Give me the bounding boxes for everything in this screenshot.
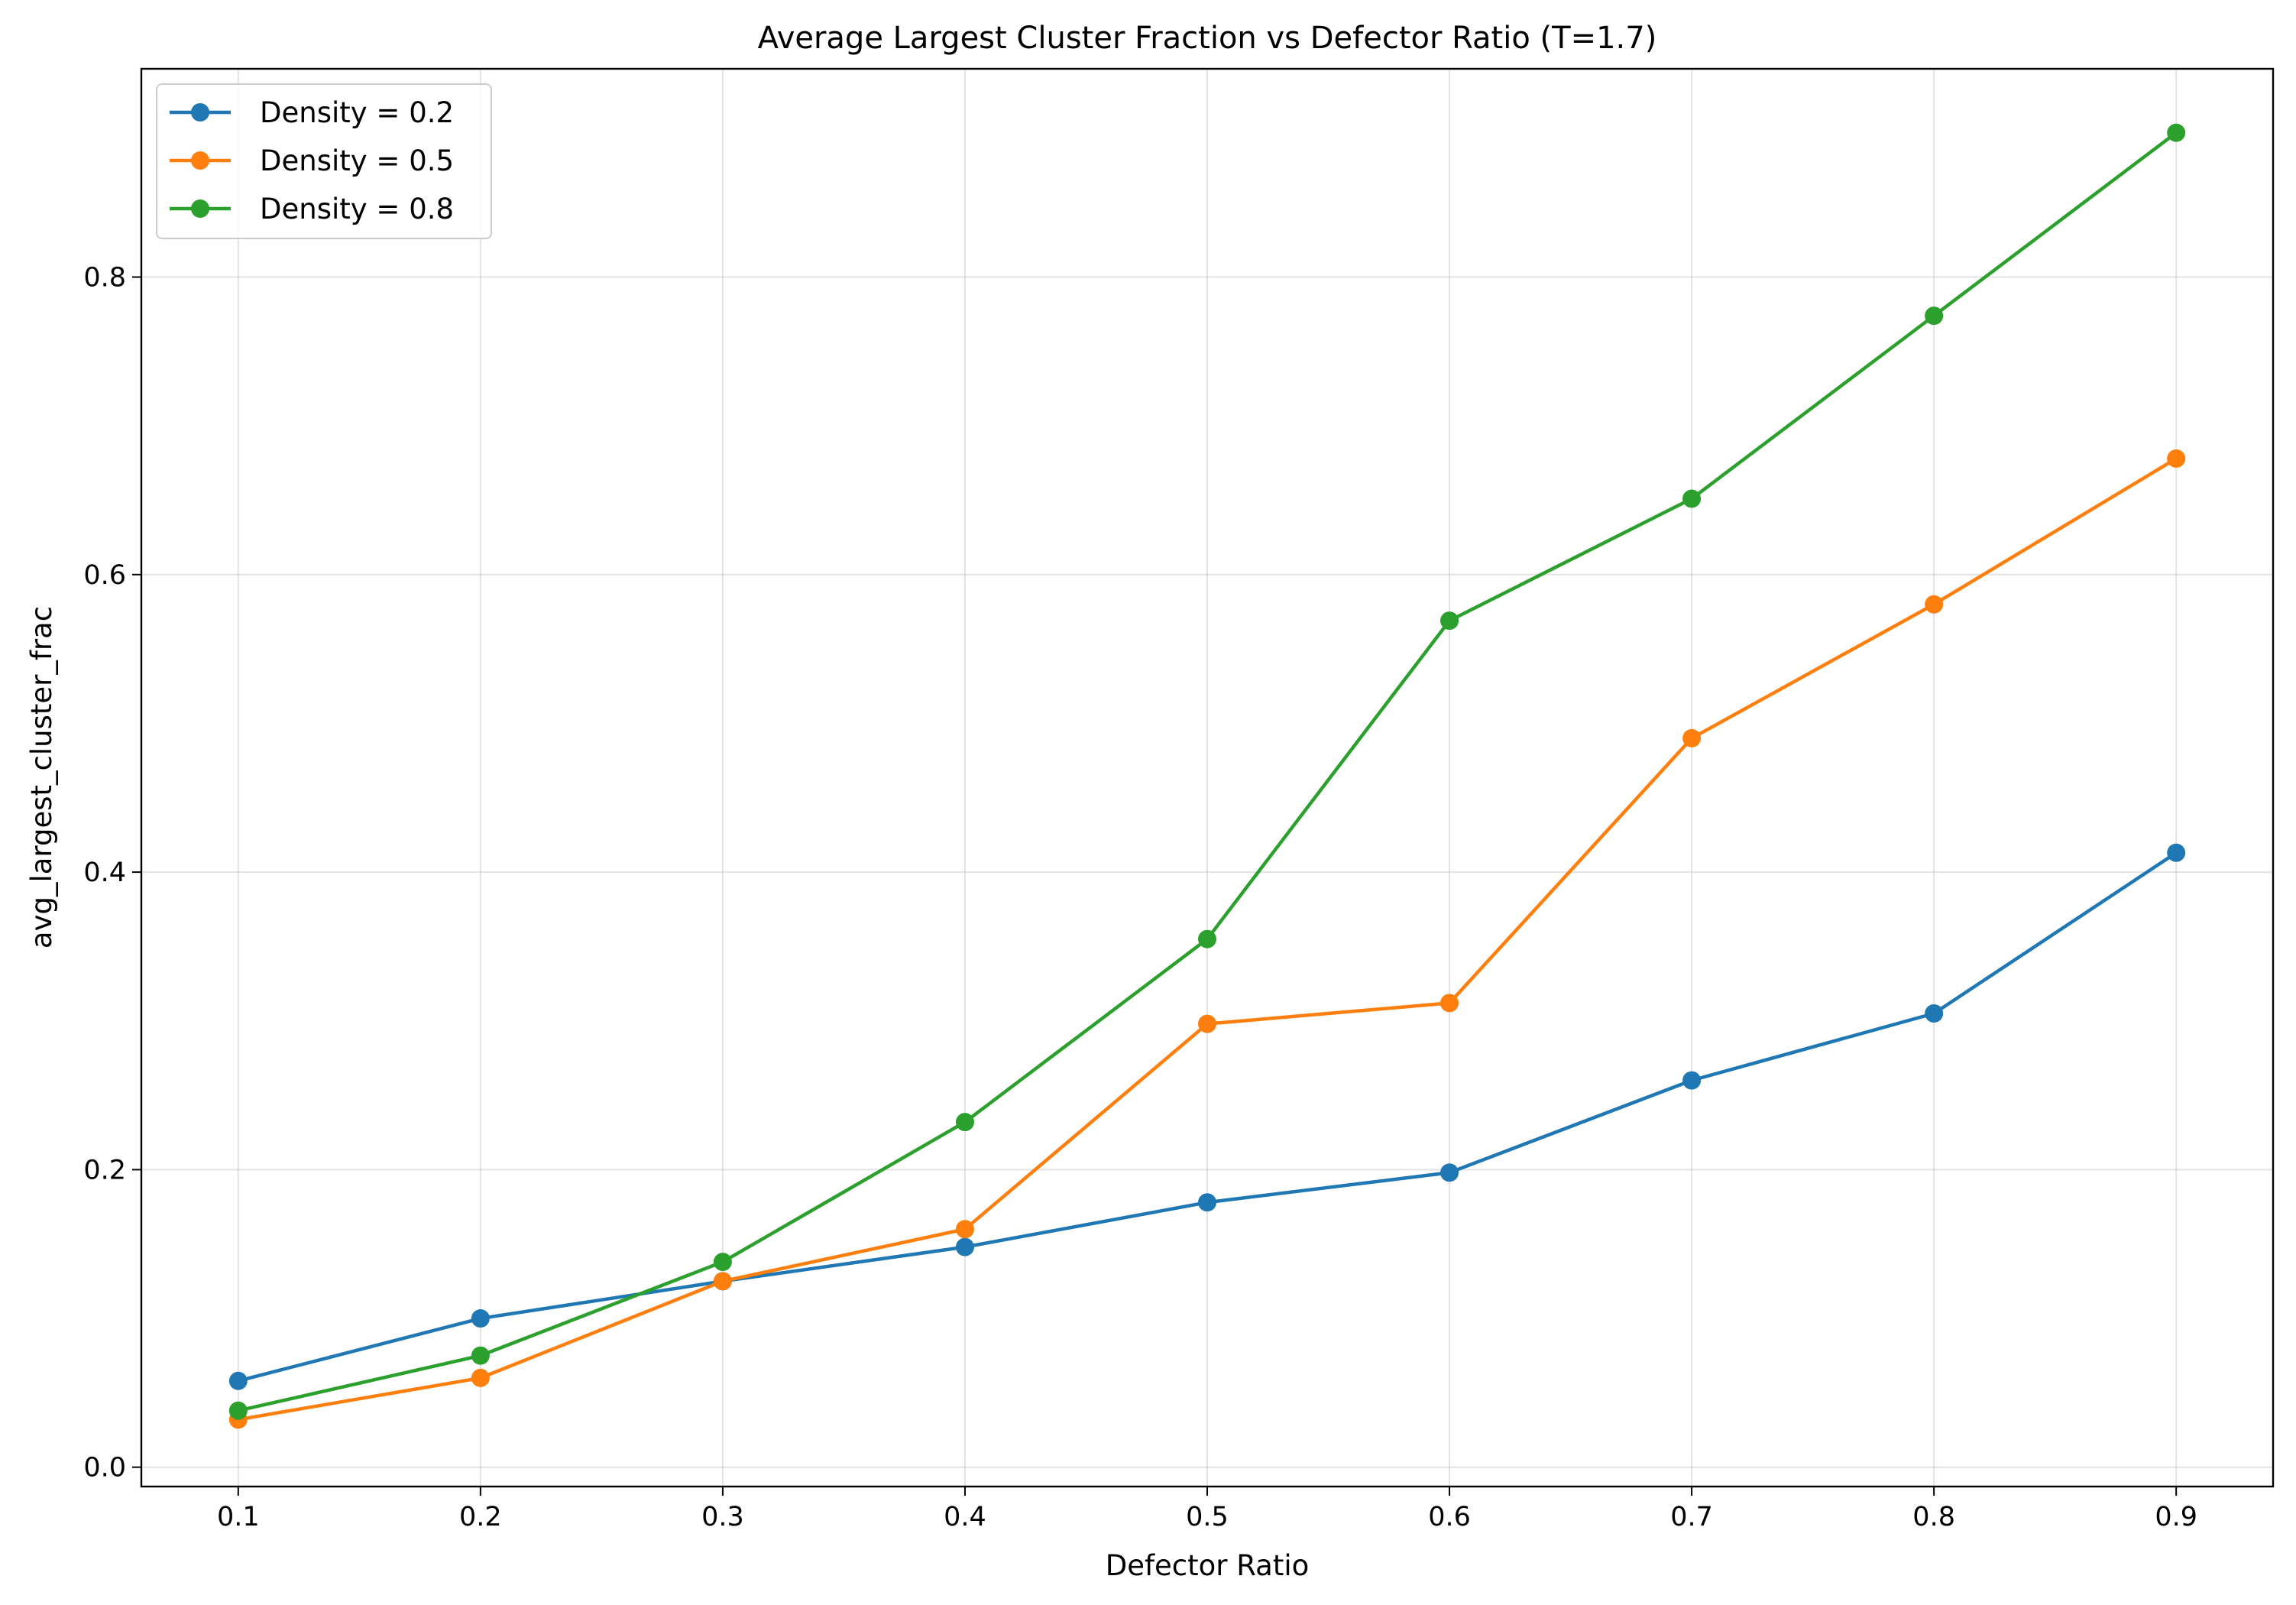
data-point <box>471 1309 490 1328</box>
data-point <box>955 1220 974 1239</box>
data-point <box>1440 611 1459 631</box>
legend-item: Density = 0.2 <box>170 96 454 129</box>
chart-title: Average Largest Cluster Fraction vs Defe… <box>758 21 1657 56</box>
data-point <box>2167 123 2186 142</box>
data-point <box>1440 994 1459 1013</box>
x-axis-ticks: 0.1 0.2 0.3 0.4 0.5 0.6 0.7 0.8 0.9 <box>217 1487 2197 1532</box>
data-point <box>955 1237 974 1256</box>
y-tick-label: 0.0 <box>83 1453 126 1483</box>
legend-label: Density = 0.5 <box>260 144 454 177</box>
legend-marker <box>191 103 209 122</box>
x-axis-label: Defector Ratio <box>1106 1549 1310 1582</box>
series-layer <box>228 123 2186 1429</box>
x-tick-label: 0.3 <box>701 1502 744 1532</box>
series-density-1 <box>228 843 2186 1390</box>
y-axis-ticks: 0.0 0.2 0.4 0.6 0.8 <box>83 263 141 1483</box>
y-tick-label: 0.2 <box>83 1155 126 1185</box>
data-point <box>228 1371 248 1390</box>
data-point <box>1682 489 1702 508</box>
data-point <box>1198 1014 1216 1033</box>
data-point <box>1925 306 1944 326</box>
data-point <box>228 1401 248 1420</box>
data-point <box>713 1253 732 1272</box>
x-tick-label: 0.7 <box>1670 1502 1713 1532</box>
legend-label: Density = 0.2 <box>260 96 454 129</box>
legend-label: Density = 0.8 <box>260 193 454 225</box>
data-point <box>2167 449 2186 468</box>
legend-marker <box>191 199 209 218</box>
x-tick-label: 0.4 <box>944 1502 986 1532</box>
y-axis-label: avg_largest_cluster_frac <box>25 606 58 948</box>
x-tick-label: 0.8 <box>1912 1502 1955 1532</box>
x-tick-label: 0.9 <box>2155 1502 2197 1532</box>
y-tick-label: 0.8 <box>83 263 126 293</box>
y-tick-label: 0.4 <box>83 858 126 888</box>
legend-item: Density = 0.8 <box>170 193 454 225</box>
x-tick-label: 0.1 <box>217 1502 260 1532</box>
y-tick-label: 0.6 <box>83 560 126 591</box>
data-point <box>2167 843 2186 862</box>
grid-lines <box>141 69 2273 1487</box>
data-point <box>955 1113 974 1132</box>
data-point <box>713 1272 732 1291</box>
data-point <box>1682 1071 1702 1090</box>
data-point <box>1440 1163 1459 1182</box>
legend: Density = 0.2 Density = 0.5 Density = 0.8 <box>156 83 492 239</box>
data-point <box>471 1346 490 1365</box>
series-density-3 <box>228 123 2186 1420</box>
data-point <box>1198 1193 1216 1212</box>
data-point <box>1925 1004 1944 1023</box>
series-density-2 <box>228 449 2186 1429</box>
legend-box <box>156 83 492 239</box>
data-point <box>1682 728 1702 747</box>
data-point <box>1925 595 1944 614</box>
data-point <box>1198 929 1216 948</box>
x-tick-label: 0.2 <box>459 1502 502 1532</box>
legend-item: Density = 0.5 <box>170 144 454 177</box>
x-tick-label: 0.5 <box>1186 1502 1229 1532</box>
data-point <box>471 1368 490 1387</box>
x-tick-label: 0.6 <box>1428 1502 1471 1532</box>
legend-marker <box>191 151 209 170</box>
